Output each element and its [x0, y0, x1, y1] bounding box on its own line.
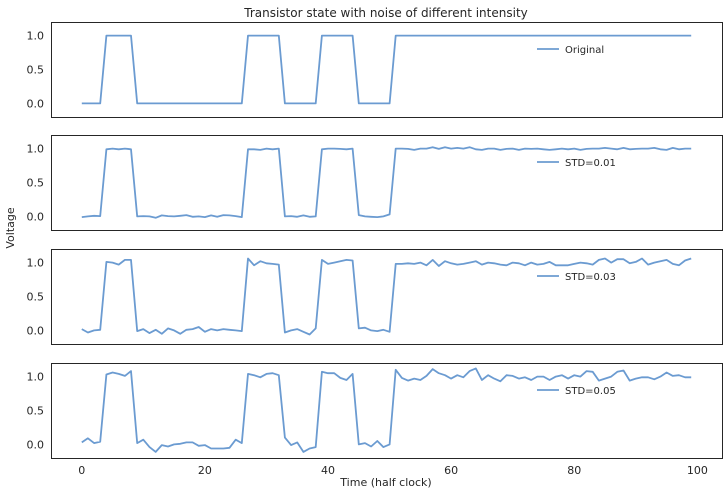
y-tick-label: 1.0 [27, 371, 45, 384]
axes-frame [51, 135, 723, 231]
y-tick-label: 0.5 [27, 291, 45, 304]
legend: Original [537, 45, 604, 56]
series-line-std-0-05 [81, 367, 692, 453]
y-tick-label: 1.0 [27, 30, 45, 43]
y-tick-label: 0.5 [27, 177, 45, 190]
legend: STD=0.03 [537, 272, 616, 283]
y-tick-label: 0.5 [27, 64, 45, 77]
y-tick-label: 0.0 [27, 324, 45, 337]
y-tick-label: 0.0 [27, 210, 45, 223]
series-line-original [81, 34, 692, 105]
chart-title: Transistor state with noise of different… [243, 6, 528, 20]
chart-panel-1: 0.0 0.5 1.0 Original [27, 22, 723, 118]
legend: STD=0.01 [537, 158, 616, 169]
chart-panel-2: 0.0 0.5 1.0 STD=0.01 [27, 135, 723, 231]
x-tick-label: 20 [198, 464, 212, 477]
legend-label: STD=0.01 [565, 158, 616, 169]
y-tick-label: 1.0 [27, 257, 45, 270]
series-line-std-0-01 [81, 146, 692, 219]
legend-label: STD=0.05 [565, 386, 616, 397]
x-tick-label: 40 [321, 464, 335, 477]
series-line-std-0-03 [81, 257, 692, 336]
x-tick-label: 80 [567, 464, 581, 477]
y-axis-title: Voltage [4, 207, 17, 248]
y-tick-label: 0.5 [27, 405, 45, 418]
legend-label: STD=0.03 [565, 272, 616, 283]
y-tick-label: 0.0 [27, 438, 45, 451]
legend: STD=0.05 [537, 386, 616, 397]
axes-frame [51, 249, 723, 345]
axes-frame [51, 363, 723, 459]
y-tick-label: 0.0 [27, 97, 45, 110]
x-tick-label: 0 [78, 464, 85, 477]
x-tick-label: 60 [444, 464, 458, 477]
legend-label: Original [565, 45, 604, 56]
x-tick-label: 100 [687, 464, 708, 477]
y-tick-label: 1.0 [27, 143, 45, 156]
chart-panel-3: 0.0 0.5 1.0 STD=0.03 [27, 249, 723, 345]
chart-panel-4: 0.0 0.5 1.0 0 20 40 60 80 100 STD=0.05 [27, 363, 723, 477]
axes-frame [51, 22, 723, 118]
x-axis-title: Time (half clock) [339, 476, 431, 489]
